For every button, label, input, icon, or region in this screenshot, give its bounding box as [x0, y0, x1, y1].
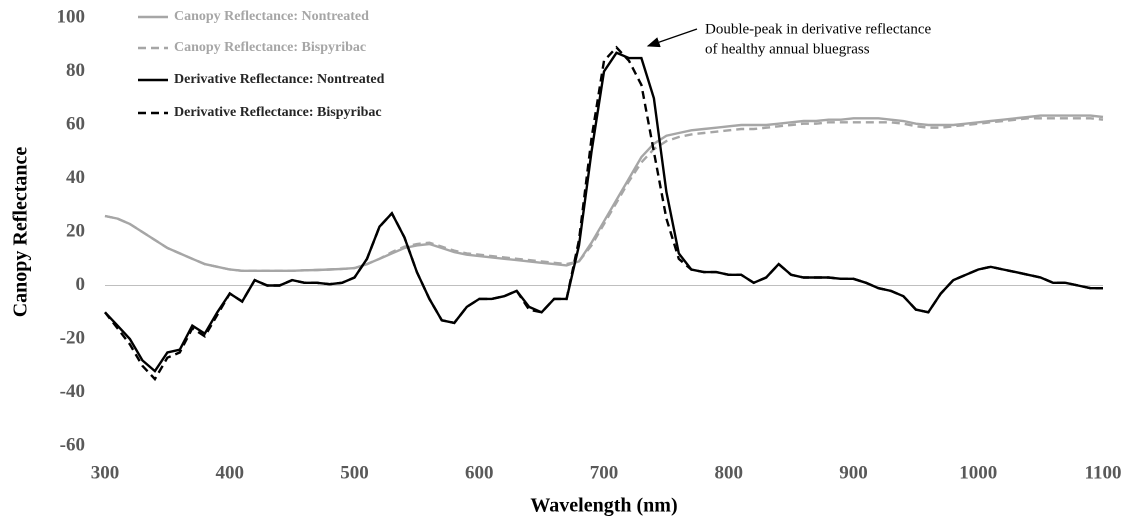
x-tick-label: 400	[216, 462, 245, 483]
x-tick-label: 700	[590, 462, 619, 483]
x-tick-label: 800	[715, 462, 744, 483]
y-axis-title: Canopy Reflectance	[10, 147, 32, 318]
series-line	[104, 114, 1104, 272]
x-tick-label: 600	[465, 462, 494, 483]
y-tick-label: 60	[66, 113, 85, 134]
annotation: Double-peak in derivative reflectance	[705, 21, 931, 37]
x-tick-label: 300	[91, 462, 120, 483]
y-tick-label: 100	[57, 6, 86, 27]
legend-label: Canopy Reflectance: Nontreated	[174, 9, 369, 24]
x-tick-label: 1100	[1085, 462, 1122, 483]
x-tick-label: 1000	[959, 462, 997, 483]
x-axis-title: Wavelength (nm)	[530, 495, 677, 517]
legend-label: Derivative Reflectance: Nontreated	[174, 72, 385, 87]
legend-label: Derivative Reflectance: Bispyribac	[174, 105, 382, 120]
series-line	[104, 51, 1103, 373]
y-tick-label: 40	[66, 167, 85, 188]
x-tick-label: 900	[839, 462, 868, 483]
annotation: of healthy annual bluegrass	[705, 41, 870, 57]
x-tick-label: 500	[340, 462, 369, 483]
series-line	[104, 117, 1104, 272]
y-tick-label: -40	[60, 381, 85, 402]
y-tick-label: 80	[66, 60, 85, 81]
legend-label: Canopy Reflectance: Bispyribac	[174, 40, 366, 55]
y-tick-label: -60	[60, 434, 85, 455]
y-tick-label: 20	[66, 220, 85, 241]
series-line	[104, 45, 1103, 382]
annotation-arrow	[646, 28, 698, 48]
y-tick-label: -20	[60, 327, 85, 348]
y-tick-label: 0	[76, 274, 86, 295]
